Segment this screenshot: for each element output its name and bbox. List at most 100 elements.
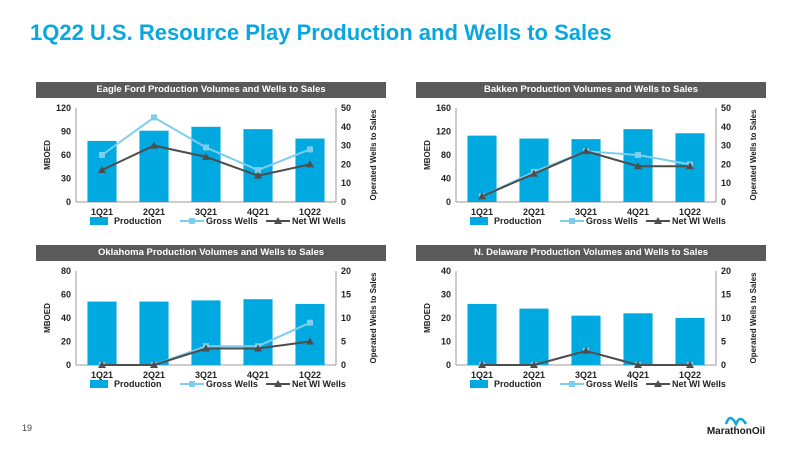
y2-tick-label: 15 bbox=[721, 290, 731, 300]
bar bbox=[243, 299, 273, 365]
point-marker bbox=[254, 344, 262, 352]
legend-marker bbox=[274, 217, 282, 224]
legend-marker bbox=[569, 381, 575, 387]
y-tick-label: 40 bbox=[441, 266, 451, 276]
y2-tick-label: 15 bbox=[341, 290, 351, 300]
legend-label: Production bbox=[114, 216, 162, 226]
chart-panel-bakken: Bakken Production Volumes and Wells to S… bbox=[416, 82, 766, 232]
y-tick-label: 40 bbox=[441, 174, 451, 184]
point-marker bbox=[582, 147, 590, 155]
legend-marker bbox=[654, 380, 662, 387]
y2-axis-label: Operated Wells to Sales bbox=[369, 109, 378, 201]
y-tick-label: 90 bbox=[61, 127, 71, 137]
point-marker bbox=[151, 114, 157, 121]
x-tick-label: 4Q21 bbox=[247, 207, 269, 217]
y-axis-label: MBOED bbox=[423, 303, 432, 333]
legend-swatch bbox=[90, 217, 108, 225]
bar bbox=[139, 130, 169, 202]
point-marker bbox=[203, 144, 209, 151]
x-tick-label: 1Q21 bbox=[471, 207, 493, 217]
legend-label: Production bbox=[114, 379, 162, 389]
y2-tick-label: 0 bbox=[721, 197, 726, 207]
point-marker bbox=[307, 319, 313, 326]
y2-tick-label: 10 bbox=[341, 313, 351, 323]
legend-label: Gross Wells bbox=[586, 216, 638, 226]
x-tick-label: 3Q21 bbox=[195, 207, 217, 217]
y2-tick-label: 10 bbox=[341, 178, 351, 188]
y-tick-label: 120 bbox=[56, 103, 71, 113]
bar bbox=[139, 301, 169, 365]
x-tick-label: 4Q21 bbox=[627, 370, 649, 380]
y-tick-label: 0 bbox=[66, 197, 71, 207]
x-tick-label: 1Q22 bbox=[299, 370, 321, 380]
x-tick-label: 3Q21 bbox=[575, 207, 597, 217]
marathon-oil-logo: MarathonOil bbox=[690, 410, 782, 442]
y2-tick-label: 30 bbox=[341, 141, 351, 151]
legend-label: Net WI Wells bbox=[292, 379, 346, 389]
point-marker bbox=[202, 344, 210, 352]
legend-label: Production bbox=[494, 216, 542, 226]
point-marker bbox=[686, 361, 694, 368]
y2-tick-label: 20 bbox=[721, 266, 731, 276]
legend-label: Gross Wells bbox=[206, 379, 258, 389]
y2-axis-label: Operated Wells to Sales bbox=[749, 272, 758, 364]
y2-tick-label: 40 bbox=[721, 122, 731, 132]
chart-svg: 0 20 40 60 80 0 5 10 15 20 MBOED Operated Wells to … bbox=[43, 266, 378, 389]
y-tick-label: 120 bbox=[436, 127, 451, 137]
point-marker bbox=[307, 146, 313, 153]
legend-marker bbox=[654, 217, 662, 224]
chart-svg: 0 10 20 30 40 0 5 10 15 20 MBOED Operated Wells to … bbox=[423, 266, 758, 389]
y-tick-label: 30 bbox=[441, 290, 451, 300]
legend-label: Net WI Wells bbox=[672, 379, 726, 389]
bar bbox=[191, 300, 221, 365]
legend-label: Production bbox=[494, 379, 542, 389]
y-tick-label: 160 bbox=[436, 103, 451, 113]
point-marker bbox=[634, 162, 642, 170]
point-marker bbox=[99, 152, 105, 158]
y2-axis-label: Operated Wells to Sales bbox=[749, 109, 758, 201]
point-marker bbox=[150, 361, 158, 368]
chart-title: N. Delaware Production Volumes and Wells… bbox=[416, 245, 766, 261]
y-tick-label: 40 bbox=[61, 313, 71, 323]
x-tick-label: 2Q21 bbox=[523, 207, 545, 217]
y2-tick-label: 10 bbox=[721, 313, 731, 323]
y-tick-label: 10 bbox=[441, 337, 451, 347]
y2-tick-label: 0 bbox=[721, 360, 726, 370]
chart-title: Oklahoma Production Volumes and Wells to… bbox=[36, 245, 386, 261]
y2-tick-label: 50 bbox=[341, 103, 351, 113]
x-tick-label: 4Q21 bbox=[247, 370, 269, 380]
y-tick-label: 0 bbox=[446, 360, 451, 370]
point-marker bbox=[150, 141, 158, 149]
legend-marker bbox=[189, 218, 195, 224]
y2-tick-label: 50 bbox=[721, 103, 731, 113]
y-tick-label: 60 bbox=[61, 290, 71, 300]
y2-tick-label: 20 bbox=[341, 159, 351, 169]
logo-mark-icon bbox=[724, 416, 748, 426]
bar bbox=[191, 126, 221, 202]
y2-axis-label: Operated Wells to Sales bbox=[369, 272, 378, 364]
legend-label: Gross Wells bbox=[586, 379, 638, 389]
point-marker bbox=[635, 152, 641, 158]
point-marker bbox=[686, 162, 694, 170]
y-axis-label: MBOED bbox=[423, 140, 432, 170]
x-tick-label: 1Q21 bbox=[91, 370, 113, 380]
bar bbox=[571, 315, 601, 365]
x-tick-label: 1Q21 bbox=[471, 370, 493, 380]
bar bbox=[467, 303, 497, 365]
x-tick-label: 1Q22 bbox=[299, 207, 321, 217]
chart-panel-n-delaware: N. Delaware Production Volumes and Wells… bbox=[416, 245, 766, 395]
bar bbox=[519, 308, 549, 365]
point-marker bbox=[254, 171, 262, 179]
y-tick-label: 60 bbox=[61, 150, 71, 160]
point-marker bbox=[98, 361, 106, 368]
point-marker bbox=[478, 192, 486, 200]
chart-title: Eagle Ford Production Volumes and Wells … bbox=[36, 82, 386, 98]
point-marker bbox=[530, 169, 538, 177]
point-marker bbox=[582, 346, 590, 354]
legend-marker bbox=[274, 380, 282, 387]
legend-swatch bbox=[90, 380, 108, 388]
y2-tick-label: 40 bbox=[341, 122, 351, 132]
y-axis-label: MBOED bbox=[43, 303, 52, 333]
legend-swatch bbox=[470, 217, 488, 225]
bar bbox=[87, 301, 117, 365]
